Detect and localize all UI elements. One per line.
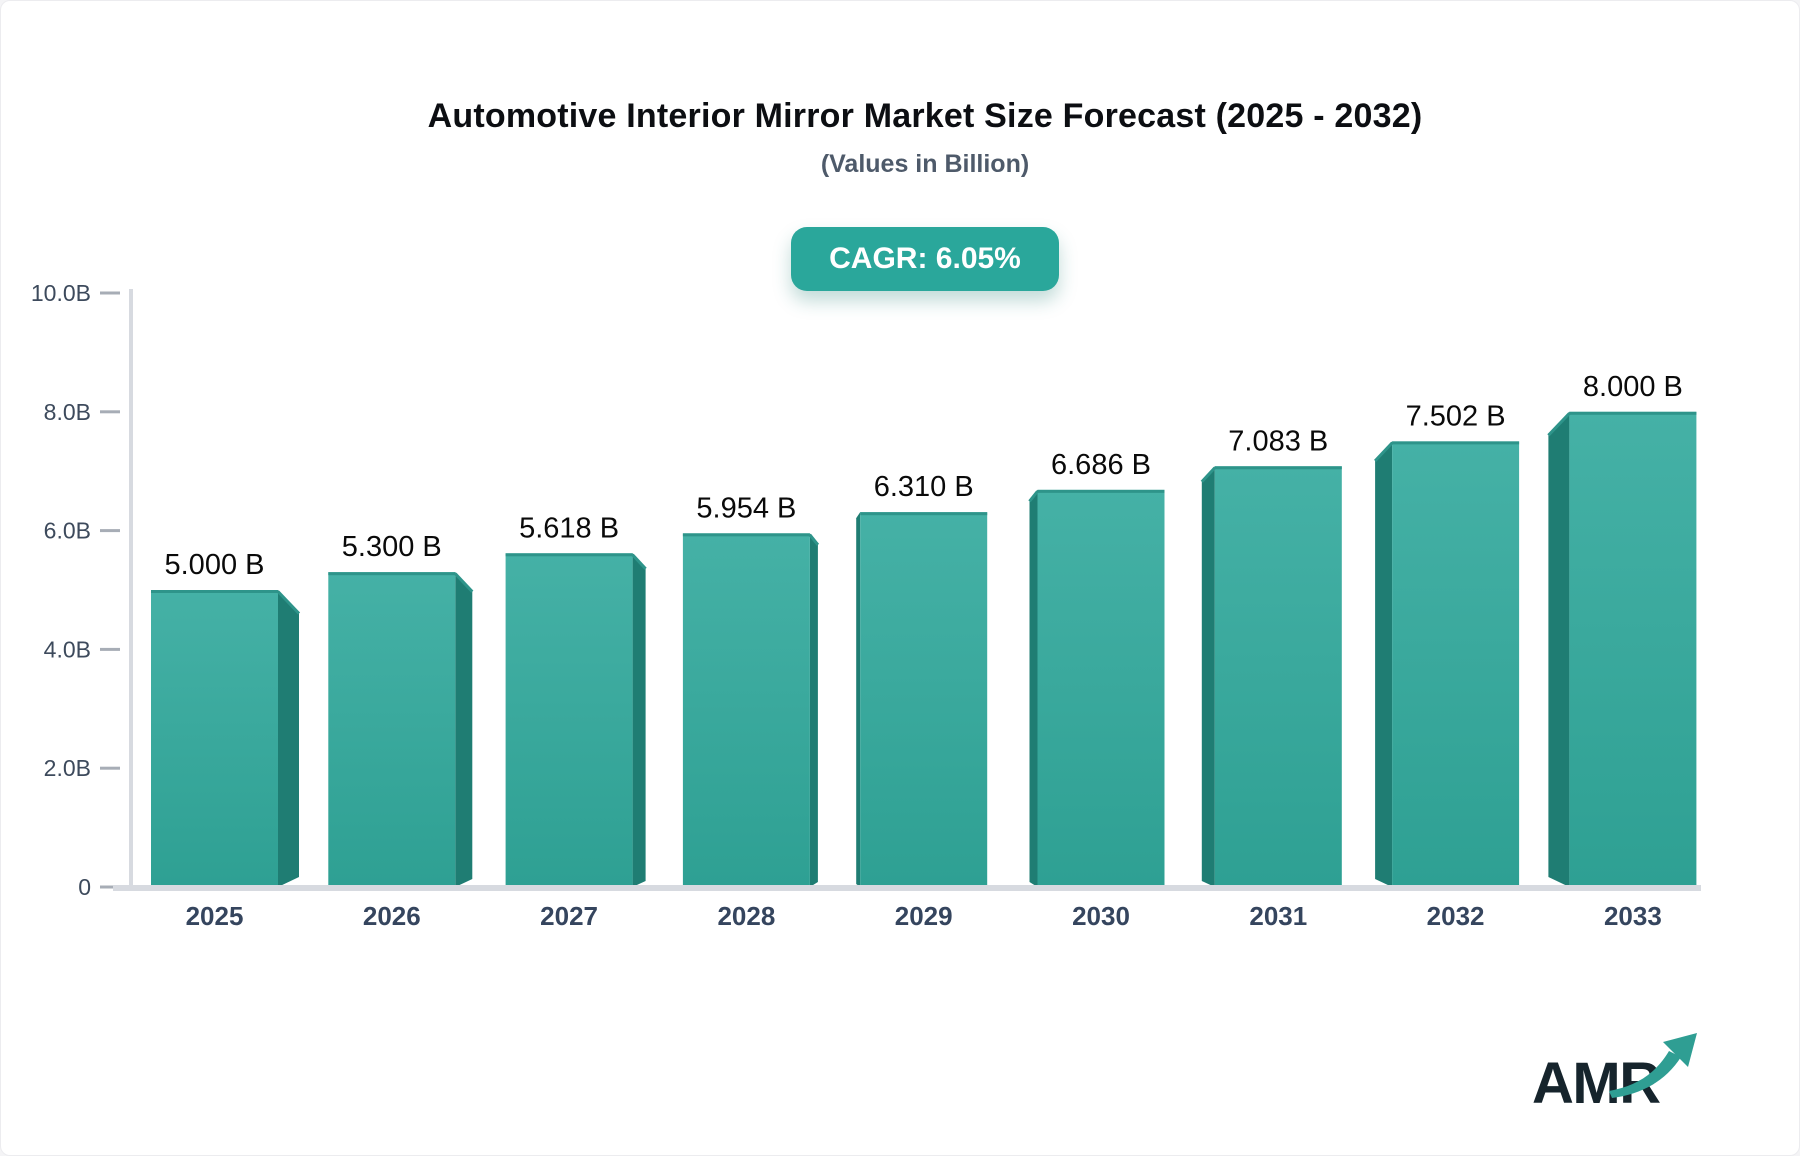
- y-tick-2.0B: [100, 766, 120, 770]
- bar-top-edge-slant: [808, 533, 820, 546]
- x-category-label: 2028: [717, 901, 775, 931]
- bar-group-2031: 7.083 B 2031: [1200, 425, 1342, 931]
- bar-value-label: 5.618 B: [519, 512, 619, 544]
- bar-side-face: [1375, 441, 1393, 887]
- bar-top-edge-slant: [1028, 490, 1039, 503]
- bar-group-2026: 5.300 B 2026: [328, 531, 474, 931]
- amr-logo-graphic: AMR: [1532, 1033, 1697, 1116]
- chart-header: Automotive Interior Mirror Market Size F…: [26, 1, 1799, 291]
- bar-side-face: [1201, 466, 1215, 887]
- bar-value-label: 7.502 B: [1406, 400, 1506, 432]
- x-category-label: 2031: [1249, 901, 1307, 931]
- y-tick-8.0B: [100, 410, 120, 414]
- bar-side-face: [632, 553, 646, 887]
- bar-side-face: [856, 512, 861, 887]
- bar-value-label: 7.083 B: [1228, 425, 1328, 457]
- y-tick-label: 2.0B: [44, 755, 91, 781]
- bar-value-label: 8.000 B: [1583, 371, 1683, 403]
- y-tick-label: 6.0B: [44, 518, 91, 544]
- bar-side-face: [1029, 489, 1038, 887]
- x-axis-line: [113, 885, 1701, 891]
- x-category-label: 2030: [1072, 901, 1130, 931]
- bar-value-label: 6.310 B: [874, 471, 974, 503]
- bar-top-edge: [1214, 466, 1342, 470]
- bar-top-edge-slant: [631, 553, 647, 570]
- y-tick-10.0B: [100, 291, 120, 295]
- bar-value-label: 5.954 B: [696, 492, 796, 524]
- y-tick-label: 0: [78, 874, 91, 900]
- x-category-label: 2033: [1604, 901, 1662, 931]
- y-tick-label: 4.0B: [44, 636, 91, 662]
- y-tick-4.0B: [100, 647, 120, 651]
- bar-group-2033: 8.000 B 2033: [1547, 371, 1697, 931]
- chart-subtitle: (Values in Billion): [820, 150, 1030, 178]
- bar-side-face: [1548, 411, 1570, 887]
- bar-front-face: [505, 553, 633, 887]
- bar-side-face: [809, 533, 818, 887]
- bar-group-2032: 7.502 B 2032: [1374, 400, 1520, 931]
- bar-top-edge: [328, 572, 456, 576]
- bar-group-2025: 5.000 B 2025: [151, 549, 301, 931]
- bar-top-edge: [1037, 489, 1165, 493]
- bar-front-face: [1569, 411, 1697, 887]
- bar-value-label: 5.000 B: [165, 549, 265, 581]
- bar-top-edge: [1569, 411, 1697, 415]
- y-tick-0: [100, 885, 120, 889]
- x-category-label: 2027: [540, 901, 598, 931]
- bar-top-edge: [682, 533, 810, 537]
- bar-top-edge-slant: [454, 572, 474, 593]
- bar-group-2029: 6.310 B 2029: [856, 471, 988, 931]
- x-category-label: 2029: [895, 901, 953, 931]
- bar-front-face: [1392, 441, 1520, 887]
- bar-top-edge-slant: [1200, 466, 1216, 483]
- bar-side-face: [455, 572, 473, 887]
- bar-top-edge: [151, 590, 278, 593]
- bar-group-2027: 5.618 B 2027: [505, 512, 647, 931]
- logo-arrowhead-icon: [1663, 1033, 1697, 1067]
- bar-top-edge: [505, 553, 633, 557]
- bar-front-face: [1037, 489, 1165, 887]
- x-category-label: 2032: [1427, 901, 1485, 931]
- logo-arrow-icon: [1609, 1051, 1681, 1098]
- bar-front-face: [1214, 466, 1342, 887]
- bar-top-edge: [860, 512, 988, 516]
- x-category-label: 2025: [186, 901, 244, 931]
- y-tick-6.0B: [100, 529, 120, 533]
- bar-group-2030: 6.686 B 2030: [1028, 449, 1165, 931]
- bar-top-edge-slant: [276, 590, 301, 615]
- bar-top-edge-slant: [1374, 441, 1394, 462]
- bar-front-face: [328, 572, 456, 887]
- y-tick-label: 10.0B: [31, 280, 91, 306]
- chart-title: Automotive Interior Mirror Market Size F…: [427, 97, 1423, 135]
- bar-group-2028: 5.954 B 2028: [682, 492, 820, 931]
- y-tick-label: 8.0B: [44, 399, 91, 425]
- y-axis-line: [129, 289, 133, 890]
- bar-front-face: [860, 512, 988, 887]
- cagr-badge: CAGR: 6.05%: [791, 227, 1059, 291]
- bar-side-face: [278, 590, 299, 887]
- bar-top-edge: [1392, 441, 1520, 445]
- bar-front-face: [682, 533, 810, 887]
- bar-value-label: 5.300 B: [342, 531, 442, 563]
- bar-front-face: [151, 590, 278, 887]
- bar-top-edge-slant: [1547, 412, 1571, 437]
- amr-logo: AMR: [1516, 1006, 1766, 1136]
- bar-value-label: 6.686 B: [1051, 449, 1151, 481]
- x-category-label: 2026: [363, 901, 421, 931]
